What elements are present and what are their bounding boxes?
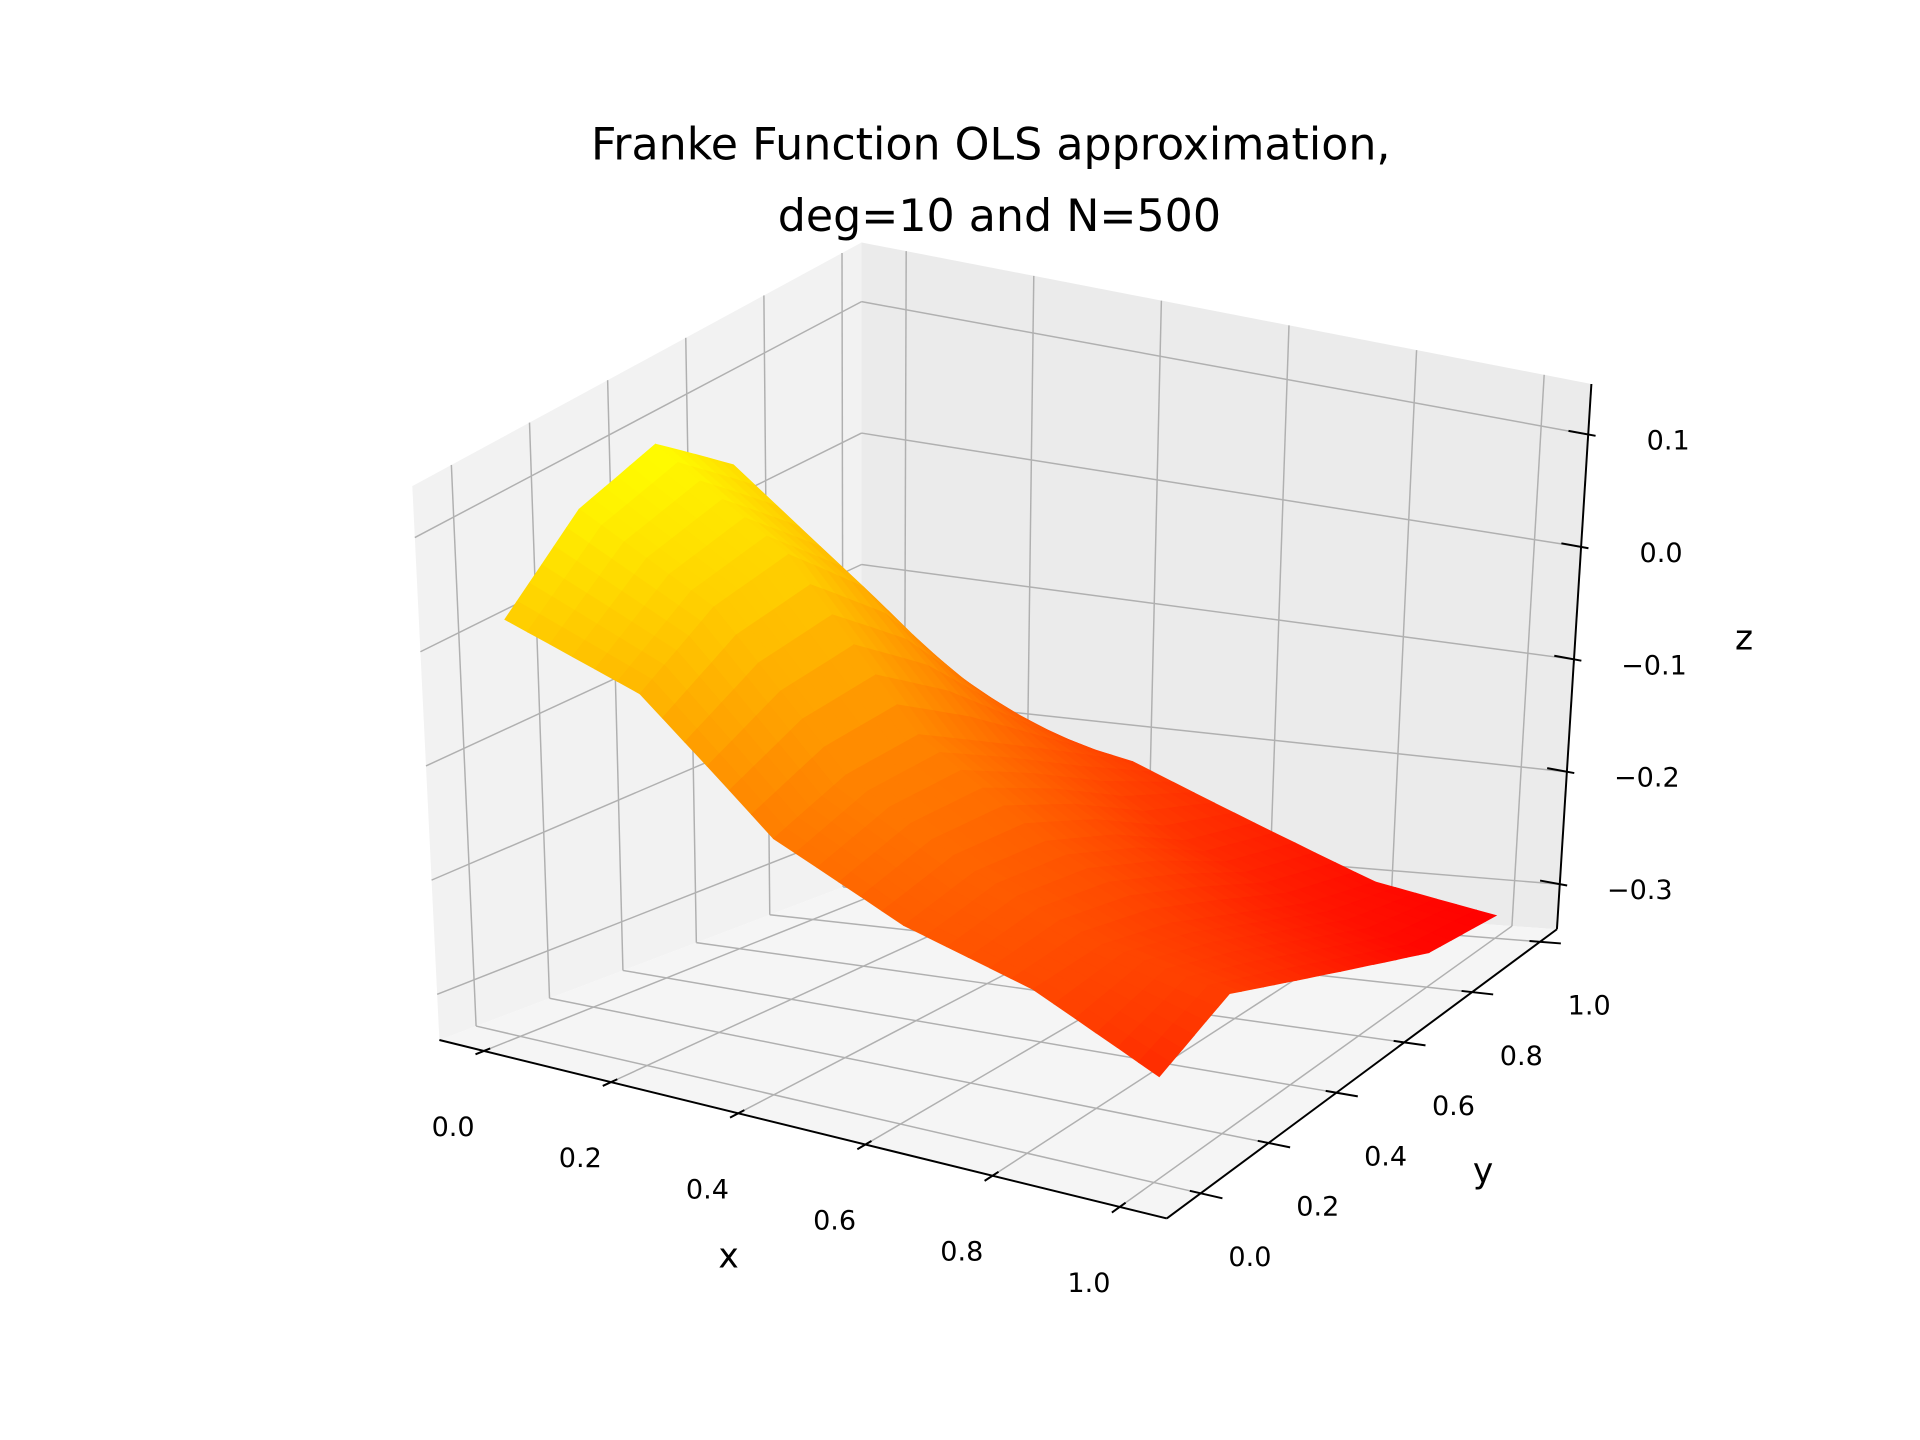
- x-tick: [1111, 1201, 1127, 1214]
- y-tick: [1257, 1139, 1291, 1149]
- x-tick-label: 0.8: [940, 1237, 983, 1268]
- y-tick-label: 0.2: [1296, 1192, 1339, 1223]
- grid-line: [436, 826, 862, 996]
- y-tick: [1529, 940, 1561, 945]
- grid-line: [528, 422, 551, 999]
- surface: [504, 443, 1498, 1078]
- grid-line: [1268, 325, 1290, 909]
- y-tick: [1461, 989, 1494, 996]
- grid-line: [1389, 350, 1418, 918]
- x-tick-label: 0.4: [686, 1174, 729, 1205]
- y-axis: [1166, 928, 1558, 1220]
- x-tick: [856, 1140, 872, 1151]
- y-tick: [1189, 1189, 1223, 1200]
- y-tick-label: 0.6: [1432, 1091, 1475, 1122]
- z-tick-label: 0.0: [1640, 538, 1683, 569]
- z-axis: [1555, 383, 1593, 930]
- x-tick-label: 0.0: [432, 1112, 475, 1143]
- y-tick-label: 1.0: [1568, 991, 1611, 1022]
- chart-title: deg=10 and N=500: [778, 191, 1221, 242]
- x-tick: [475, 1047, 491, 1056]
- grid-line: [1119, 925, 1513, 1208]
- y-tick-label: 0.8: [1500, 1041, 1543, 1072]
- axes: 0.0 0.2 0.4 0.6 0.8 1.0 0.0 0.2 0.4 0.6 0.8 1.0 −0.3…: [432, 383, 1690, 1299]
- x-tick: [602, 1078, 618, 1087]
- y-tick-label: 0.4: [1364, 1141, 1407, 1172]
- grid-line: [414, 300, 862, 539]
- z-tick-label: −0.1: [1621, 650, 1687, 681]
- y-tick: [1325, 1089, 1358, 1098]
- z-tick-label: −0.3: [1607, 875, 1673, 906]
- x-axis-label: x: [718, 1236, 738, 1276]
- grid-line: [450, 464, 477, 1027]
- x-tick-label: 0.2: [559, 1143, 602, 1174]
- x-tick: [729, 1109, 745, 1119]
- grid-line: [549, 997, 1269, 1144]
- x-tick: [984, 1171, 1000, 1182]
- grid-line: [483, 882, 905, 1052]
- z-tick: [1554, 654, 1582, 662]
- z-axis-label: z: [1735, 618, 1753, 658]
- y-tick-label: 0.0: [1228, 1242, 1271, 1273]
- chart-title: Franke Function OLS approximation,: [591, 120, 1390, 171]
- y-axis-label: y: [1473, 1151, 1493, 1191]
- grid-line: [861, 563, 1575, 661]
- grid-line: [861, 432, 1582, 548]
- x-tick-label: 1.0: [1067, 1268, 1110, 1299]
- grid-line: [622, 969, 1337, 1094]
- z-tick-label: 0.1: [1647, 425, 1690, 456]
- grid-line: [861, 300, 1589, 436]
- x-tick-label: 0.6: [813, 1206, 856, 1237]
- z-tick: [1547, 767, 1575, 775]
- surface-patch: [1137, 1048, 1172, 1078]
- y-tick: [1393, 1039, 1426, 1047]
- x-axis: [439, 1039, 1168, 1220]
- z-tick: [1561, 542, 1589, 550]
- grid-line: [1511, 374, 1545, 927]
- z-tick-label: −0.2: [1614, 763, 1680, 794]
- grid-line: [475, 1025, 1201, 1195]
- z-tick: [1568, 429, 1596, 437]
- z-tick: [1539, 879, 1568, 887]
